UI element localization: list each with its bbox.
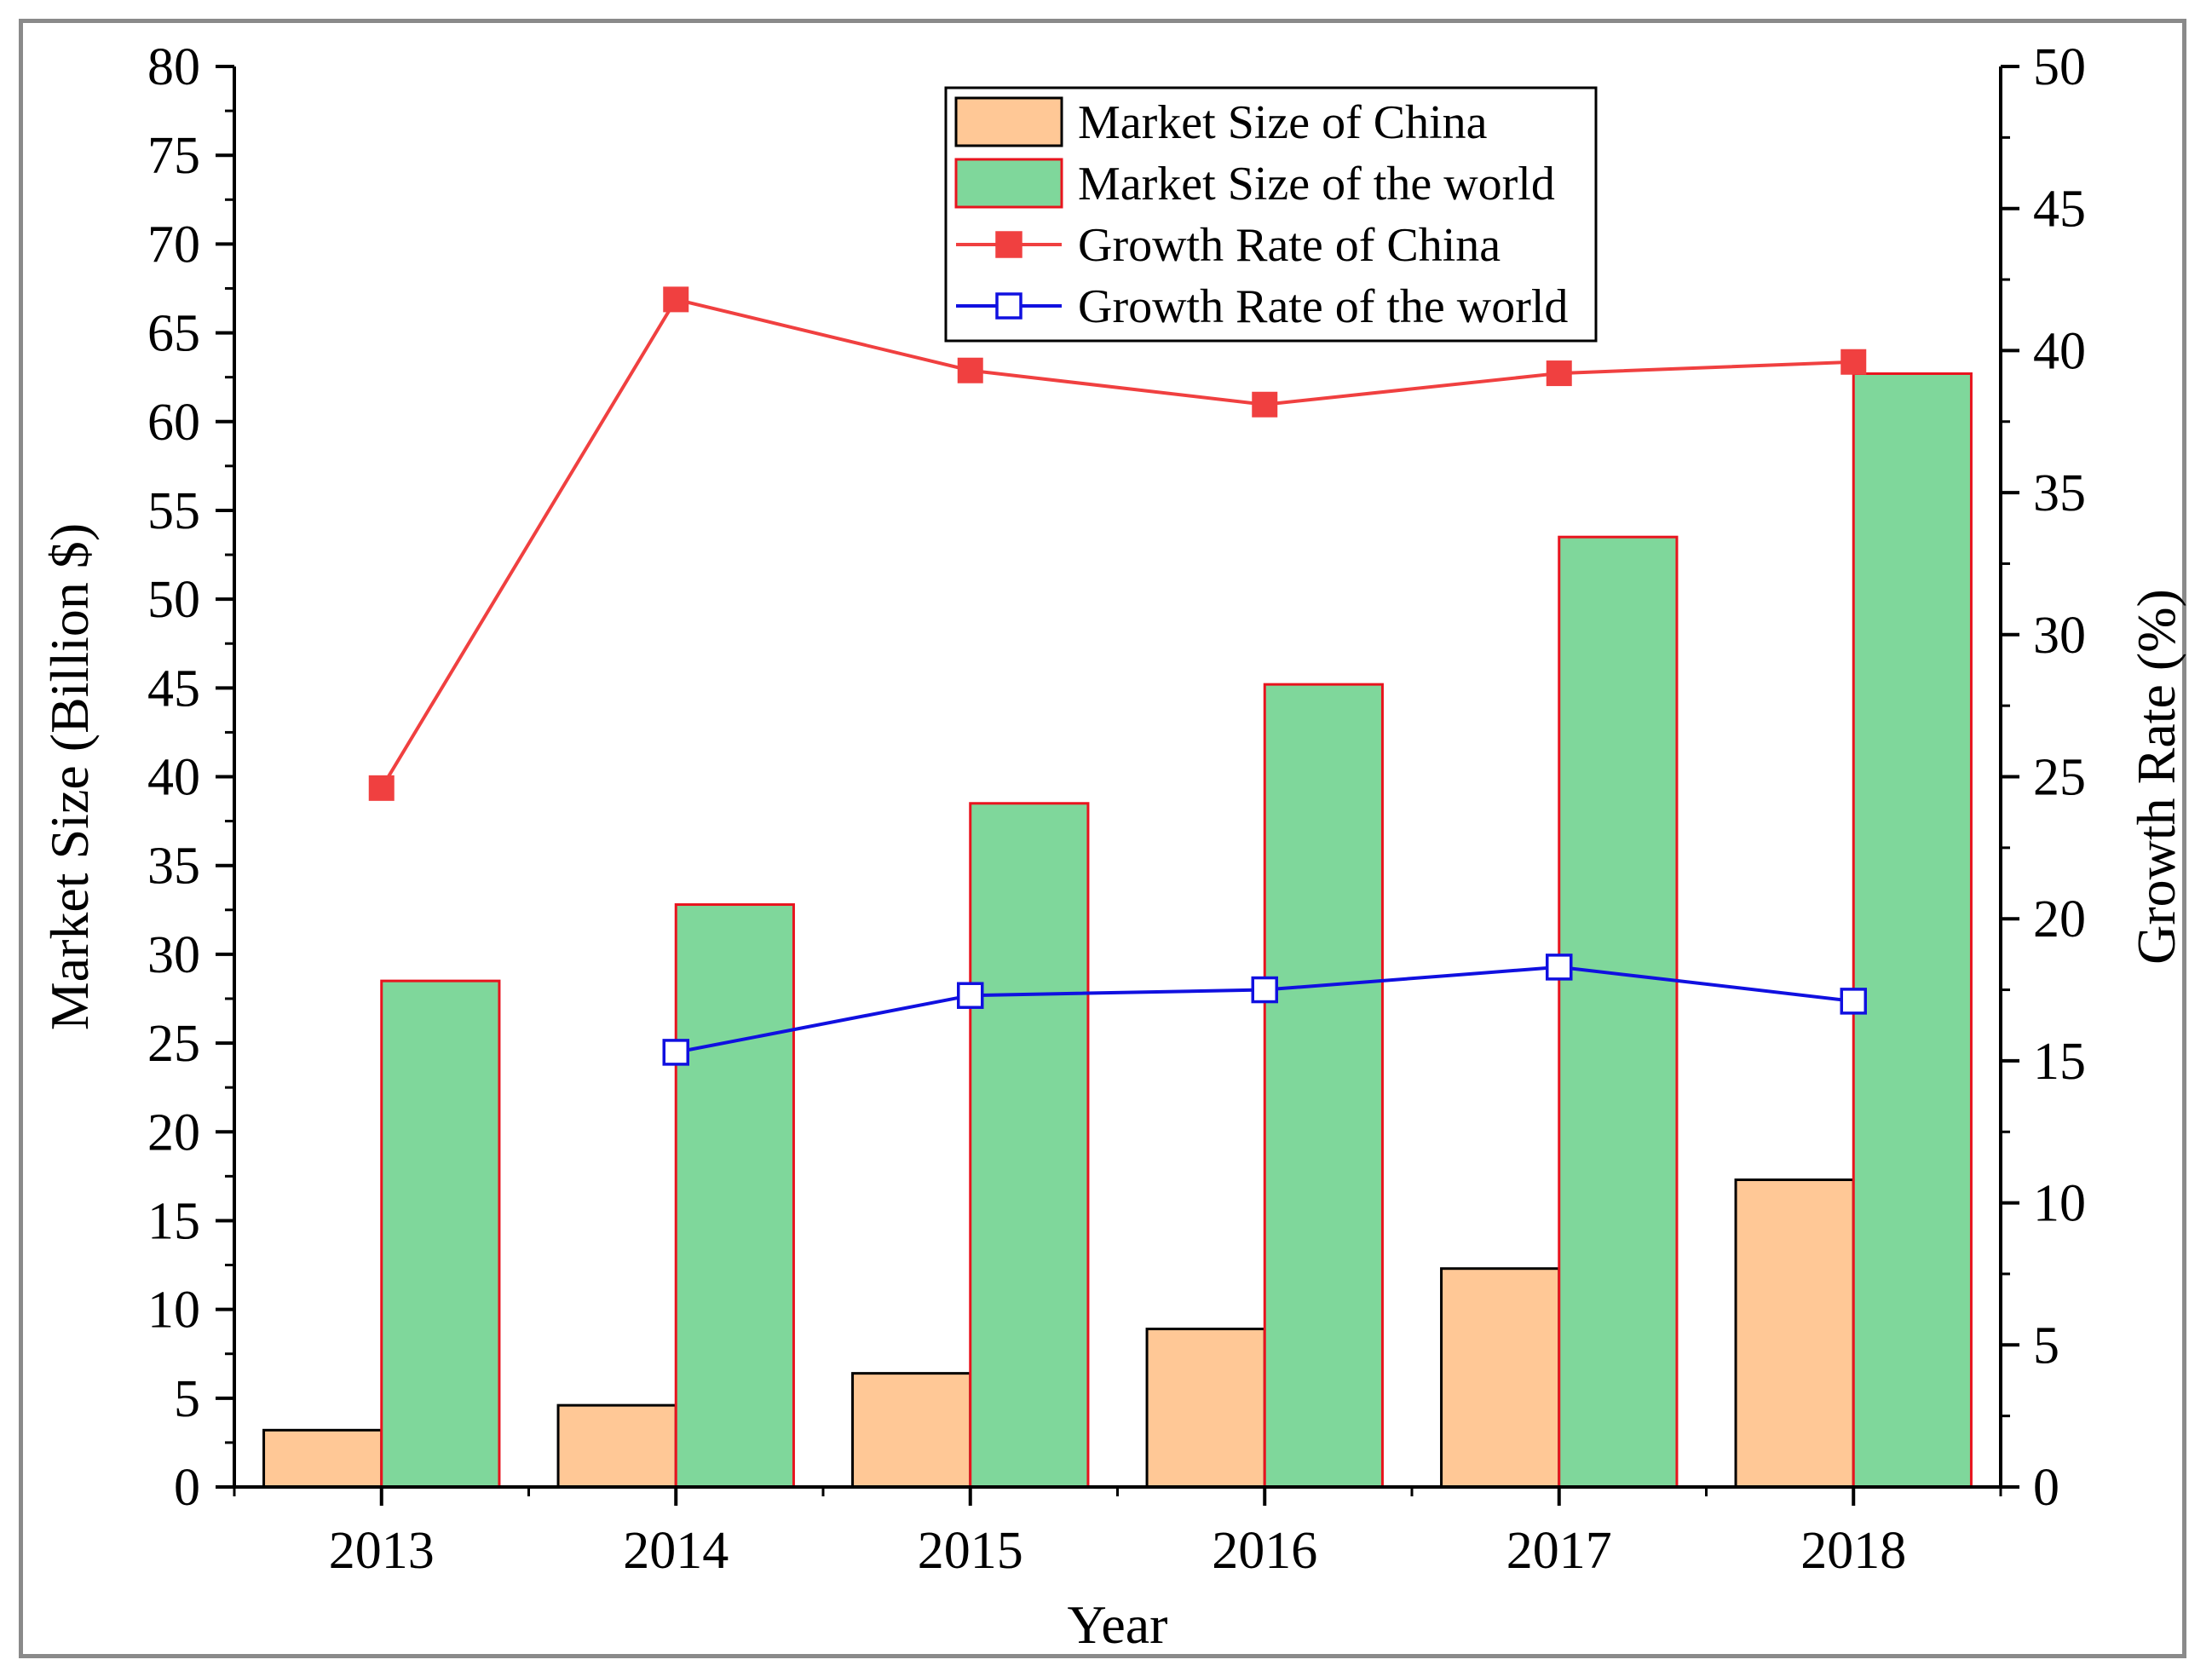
x-tick-label: 2015 bbox=[918, 1522, 1023, 1580]
y-tick-label: 25 bbox=[147, 1015, 200, 1073]
point-growth-china-2017 bbox=[1546, 360, 1572, 387]
bar-world-2017 bbox=[1558, 535, 1679, 1489]
y-tick-label: 0 bbox=[174, 1459, 200, 1517]
legend-swatch-china-size bbox=[954, 96, 1063, 147]
legend-label-china-size: Market Size of China bbox=[1078, 96, 1488, 149]
y2-tick-label: 50 bbox=[2033, 38, 2086, 96]
line-growth-china bbox=[380, 297, 1854, 789]
legend-label-world-size: Market Size of the world bbox=[1078, 158, 1555, 210]
point-growth-china-2013 bbox=[368, 775, 395, 801]
axes-layer: 0 5 10 15 20 25 30 35 40 45 50 55 60 65 70 75 80 0 5 10 15 20… bbox=[147, 38, 2086, 1580]
y2-tick-label: 15 bbox=[2033, 1033, 2086, 1091]
x-tick-label: 2014 bbox=[623, 1522, 729, 1580]
y2-tick-label: 40 bbox=[2033, 322, 2086, 380]
y2-tick-label: 30 bbox=[2033, 607, 2086, 665]
bars-layer bbox=[262, 372, 1973, 1489]
y-tick-label: 20 bbox=[147, 1104, 200, 1161]
y-tick-label: 80 bbox=[147, 38, 200, 96]
y-tick-label: 10 bbox=[147, 1282, 200, 1340]
y2-tick-label: 20 bbox=[2033, 890, 2086, 948]
y-tick-label: 55 bbox=[147, 482, 200, 540]
bar-china-2016 bbox=[1145, 1328, 1266, 1489]
y-tick-label: 65 bbox=[147, 305, 200, 363]
point-growth-world-2016 bbox=[1251, 976, 1278, 1004]
bar-world-2018 bbox=[1852, 372, 1973, 1489]
y2-tick-label: 10 bbox=[2033, 1175, 2086, 1233]
y2-tick-label: 35 bbox=[2033, 464, 2086, 522]
legend-marker-china-growth bbox=[995, 231, 1022, 258]
x-tick-label: 2017 bbox=[1506, 1522, 1612, 1580]
y2-tick-label: 25 bbox=[2033, 749, 2086, 807]
point-growth-china-2016 bbox=[1252, 391, 1278, 418]
y2-tick-label: 5 bbox=[2033, 1317, 2059, 1374]
x-tick-label: 2013 bbox=[329, 1522, 435, 1580]
bar-china-2014 bbox=[556, 1403, 677, 1489]
point-growth-china-2014 bbox=[663, 286, 689, 313]
x-tick-label: 2018 bbox=[1800, 1522, 1906, 1580]
point-growth-world-2017 bbox=[1546, 954, 1573, 981]
y-tick-label: 45 bbox=[147, 660, 200, 717]
lines-layer bbox=[368, 286, 1867, 1066]
bar-china-2017 bbox=[1440, 1267, 1561, 1489]
point-growth-china-2015 bbox=[957, 357, 983, 383]
y-tick-label: 50 bbox=[147, 571, 200, 629]
y-tick-label: 75 bbox=[147, 127, 200, 185]
y-tick-label: 40 bbox=[147, 749, 200, 807]
point-growth-world-2014 bbox=[662, 1039, 689, 1066]
y2-axis-title: Growth Rate (%) bbox=[2126, 589, 2186, 965]
legend-swatch-world-size bbox=[954, 158, 1063, 209]
y-tick-label: 70 bbox=[147, 216, 200, 274]
y-tick-label: 5 bbox=[174, 1370, 200, 1428]
y2-tick-label: 0 bbox=[2033, 1459, 2059, 1517]
bar-world-2014 bbox=[674, 903, 795, 1489]
bar-world-2015 bbox=[969, 802, 1090, 1489]
y-tick-label: 60 bbox=[147, 394, 200, 452]
x-tick-label: 2016 bbox=[1212, 1522, 1317, 1580]
y-tick-label: 15 bbox=[147, 1192, 200, 1250]
x-axis-title: Year bbox=[1068, 1594, 1168, 1655]
bar-china-2018 bbox=[1734, 1179, 1855, 1489]
y2-tick-label: 45 bbox=[2033, 181, 2086, 239]
bar-world-2013 bbox=[380, 979, 501, 1489]
y-tick-label: 35 bbox=[147, 838, 200, 896]
point-growth-china-2018 bbox=[1840, 349, 1867, 375]
legend: Market Size of China Market Size of the … bbox=[944, 86, 1598, 343]
bar-china-2013 bbox=[262, 1428, 383, 1489]
legend-marker-world-growth bbox=[995, 292, 1022, 320]
legend-label-world-growth: Growth Rate of the world bbox=[1078, 280, 1568, 333]
bar-china-2015 bbox=[851, 1372, 972, 1489]
y-tick-label: 30 bbox=[147, 926, 200, 984]
y-axis-title: Market Size (Billion $) bbox=[39, 523, 100, 1030]
point-growth-world-2018 bbox=[1840, 988, 1867, 1015]
legend-label-china-growth: Growth Rate of China bbox=[1078, 219, 1501, 272]
bar-world-2016 bbox=[1263, 683, 1384, 1489]
chart-frame bbox=[19, 19, 2186, 1658]
point-growth-world-2015 bbox=[957, 982, 984, 1009]
